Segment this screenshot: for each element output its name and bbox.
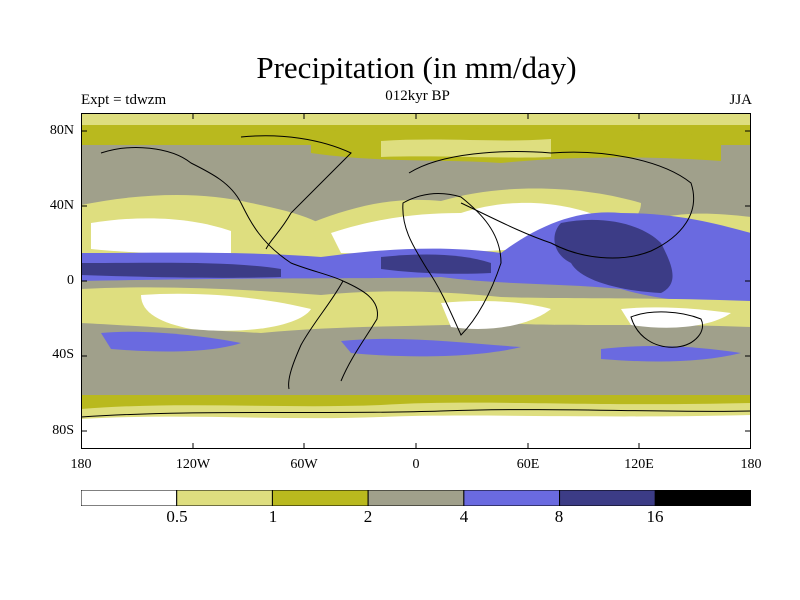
colorbar-label-2: 2 xyxy=(363,507,373,526)
coast-australia xyxy=(630,311,703,348)
field-southeast-pacific-desert xyxy=(141,293,311,331)
colorbar-label-16: 16 xyxy=(646,507,664,526)
coast-south-america-west xyxy=(288,280,344,390)
lon-tick-180w: 180 xyxy=(70,457,92,472)
coast-north-america-east xyxy=(240,135,352,250)
period-label: 012kyr BP xyxy=(385,88,450,104)
coastlines xyxy=(81,135,751,418)
lon-tick-180e: 180 xyxy=(740,457,762,472)
lon-tick-120w: 120W xyxy=(175,457,211,472)
colorbar-label-0.5: 0.5 xyxy=(166,507,188,526)
map-title: Precipitation (in mm/day) xyxy=(256,50,577,85)
lon-tick-0: 0 xyxy=(412,457,420,472)
colorbar-swatch-0 xyxy=(81,490,178,506)
lon-tick-60w: 60W xyxy=(290,457,318,472)
field-storm-track-2 xyxy=(341,338,521,357)
field-north-light xyxy=(381,139,551,158)
field-antarctic-edge xyxy=(81,402,751,419)
colorbar-swatch-1 xyxy=(176,490,273,506)
colorbar-label-1: 1 xyxy=(268,507,278,526)
lon-tick-60e: 60E xyxy=(516,457,540,472)
field-pacific-desert xyxy=(91,218,231,254)
coast-north-america-west xyxy=(100,147,344,282)
field-asian-monsoon xyxy=(554,219,673,293)
axis-ticks xyxy=(81,113,751,449)
field-pacific-itcz xyxy=(81,262,281,278)
colorbar-swatch-6 xyxy=(654,490,751,506)
lat-tick-40s: 40S xyxy=(52,347,74,362)
season-label: JJA xyxy=(729,92,752,108)
field-storm-track-1 xyxy=(101,331,241,352)
field-african-monsoon xyxy=(381,254,491,274)
colorbar-swatch-5 xyxy=(559,490,656,506)
field-storm-track-3 xyxy=(601,346,741,362)
lat-tick-80n: 80N xyxy=(49,123,74,138)
colorbar xyxy=(81,490,751,506)
colorbar-swatch-4 xyxy=(463,490,561,506)
colorbar-swatch-2 xyxy=(271,490,369,506)
lon-tick-120e: 120E xyxy=(624,457,654,472)
lat-tick-0: 0 xyxy=(67,273,74,288)
colorbar-label-4: 4 xyxy=(459,507,469,526)
coast-south-america-east xyxy=(340,280,378,382)
coast-africa xyxy=(402,193,502,336)
experiment-label: Expt = tdwzm xyxy=(81,92,167,108)
colorbar-label-8: 8 xyxy=(554,507,564,526)
field-south-atlantic-desert xyxy=(441,301,551,329)
colorbar-swatch-3 xyxy=(367,490,465,506)
lat-tick-80s: 80S xyxy=(52,423,74,438)
coast-antarctica xyxy=(81,409,751,418)
lat-tick-40n: 40N xyxy=(49,198,74,213)
coast-eurasia xyxy=(408,151,695,259)
precipitation-map xyxy=(81,113,751,449)
